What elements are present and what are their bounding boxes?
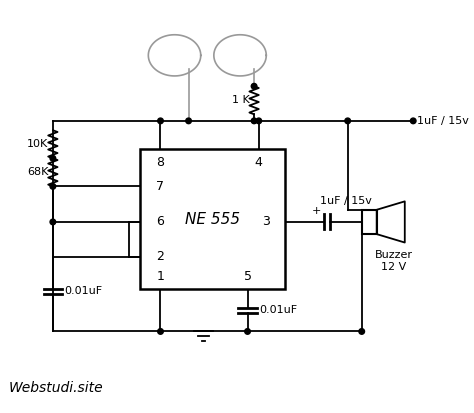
Text: 4: 4	[255, 156, 263, 169]
Text: 6: 6	[156, 216, 164, 228]
Circle shape	[245, 329, 250, 334]
Text: Webstudi.site: Webstudi.site	[9, 381, 103, 394]
Text: 1: 1	[156, 270, 164, 283]
Circle shape	[158, 118, 164, 123]
Text: 10K: 10K	[27, 139, 48, 149]
Circle shape	[50, 219, 55, 225]
Text: 1 K: 1 K	[232, 95, 249, 105]
Text: 1uF / 15v: 1uF / 15v	[319, 196, 372, 206]
Text: 2: 2	[156, 250, 164, 263]
Text: 5: 5	[244, 270, 252, 283]
Circle shape	[256, 118, 262, 123]
Text: 8: 8	[156, 156, 164, 169]
Circle shape	[186, 118, 191, 123]
Circle shape	[251, 118, 257, 123]
Text: 3: 3	[262, 216, 270, 228]
Text: NE 555: NE 555	[185, 211, 240, 227]
Circle shape	[251, 83, 257, 89]
Circle shape	[410, 118, 416, 123]
Circle shape	[50, 155, 55, 161]
Bar	[362, 210, 377, 234]
Circle shape	[158, 329, 164, 334]
Text: 1uF / 15v: 1uF / 15v	[417, 116, 469, 126]
Circle shape	[345, 118, 350, 123]
Text: 7: 7	[156, 180, 164, 193]
Circle shape	[359, 329, 365, 334]
Circle shape	[50, 183, 55, 189]
Text: 0.01uF: 0.01uF	[259, 305, 297, 315]
Text: +: +	[312, 206, 321, 216]
Text: 0.01uF: 0.01uF	[64, 286, 102, 296]
Text: 68K: 68K	[27, 167, 48, 177]
Polygon shape	[377, 202, 405, 242]
Text: Buzzer
12 V: Buzzer 12 V	[374, 250, 412, 272]
Bar	[140, 149, 285, 290]
